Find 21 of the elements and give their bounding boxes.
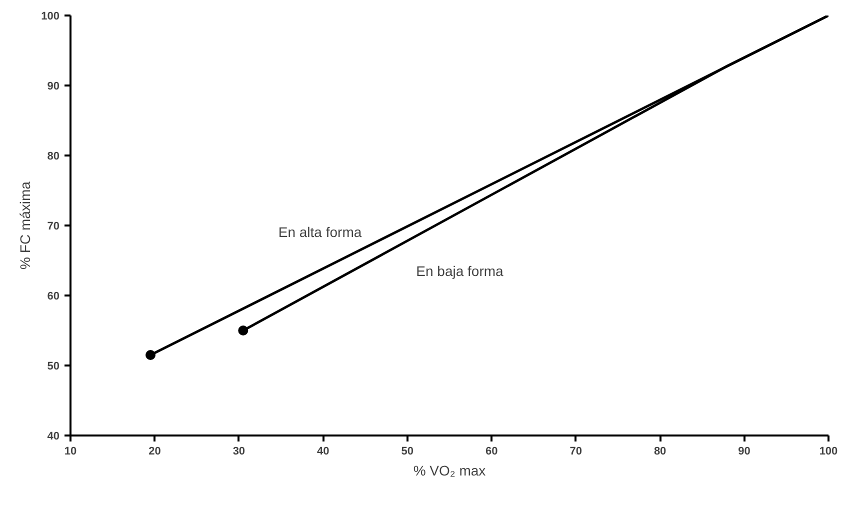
y-tick-label: 40 (47, 430, 60, 442)
x-tick-label: 20 (148, 446, 161, 458)
y-tick-label: 50 (47, 360, 60, 372)
x-tick-label: 70 (570, 446, 582, 458)
y-tick-label: 80 (47, 150, 60, 162)
y-tick-label: 100 (41, 10, 60, 22)
x-tick-label: 60 (485, 446, 498, 458)
y-tick-label: 60 (47, 290, 60, 302)
series-label: En baja forma (416, 262, 504, 279)
y-tick-label: 90 (47, 80, 60, 92)
series-label: En alta forma (278, 224, 362, 240)
y-axis-title: % FC máxima (17, 181, 34, 270)
x-tick-label: 100 (819, 446, 838, 458)
x-tick-label: 80 (654, 446, 666, 458)
y-tick-label: 70 (47, 220, 60, 232)
x-tick-label: 90 (738, 446, 750, 458)
x-tick-label: 50 (401, 446, 414, 458)
x-tick-label: 10 (64, 446, 77, 458)
x-axis-title: % VO₂ max (413, 462, 486, 478)
x-tick-label: 30 (232, 446, 246, 458)
x-tick-label: 40 (317, 446, 330, 458)
